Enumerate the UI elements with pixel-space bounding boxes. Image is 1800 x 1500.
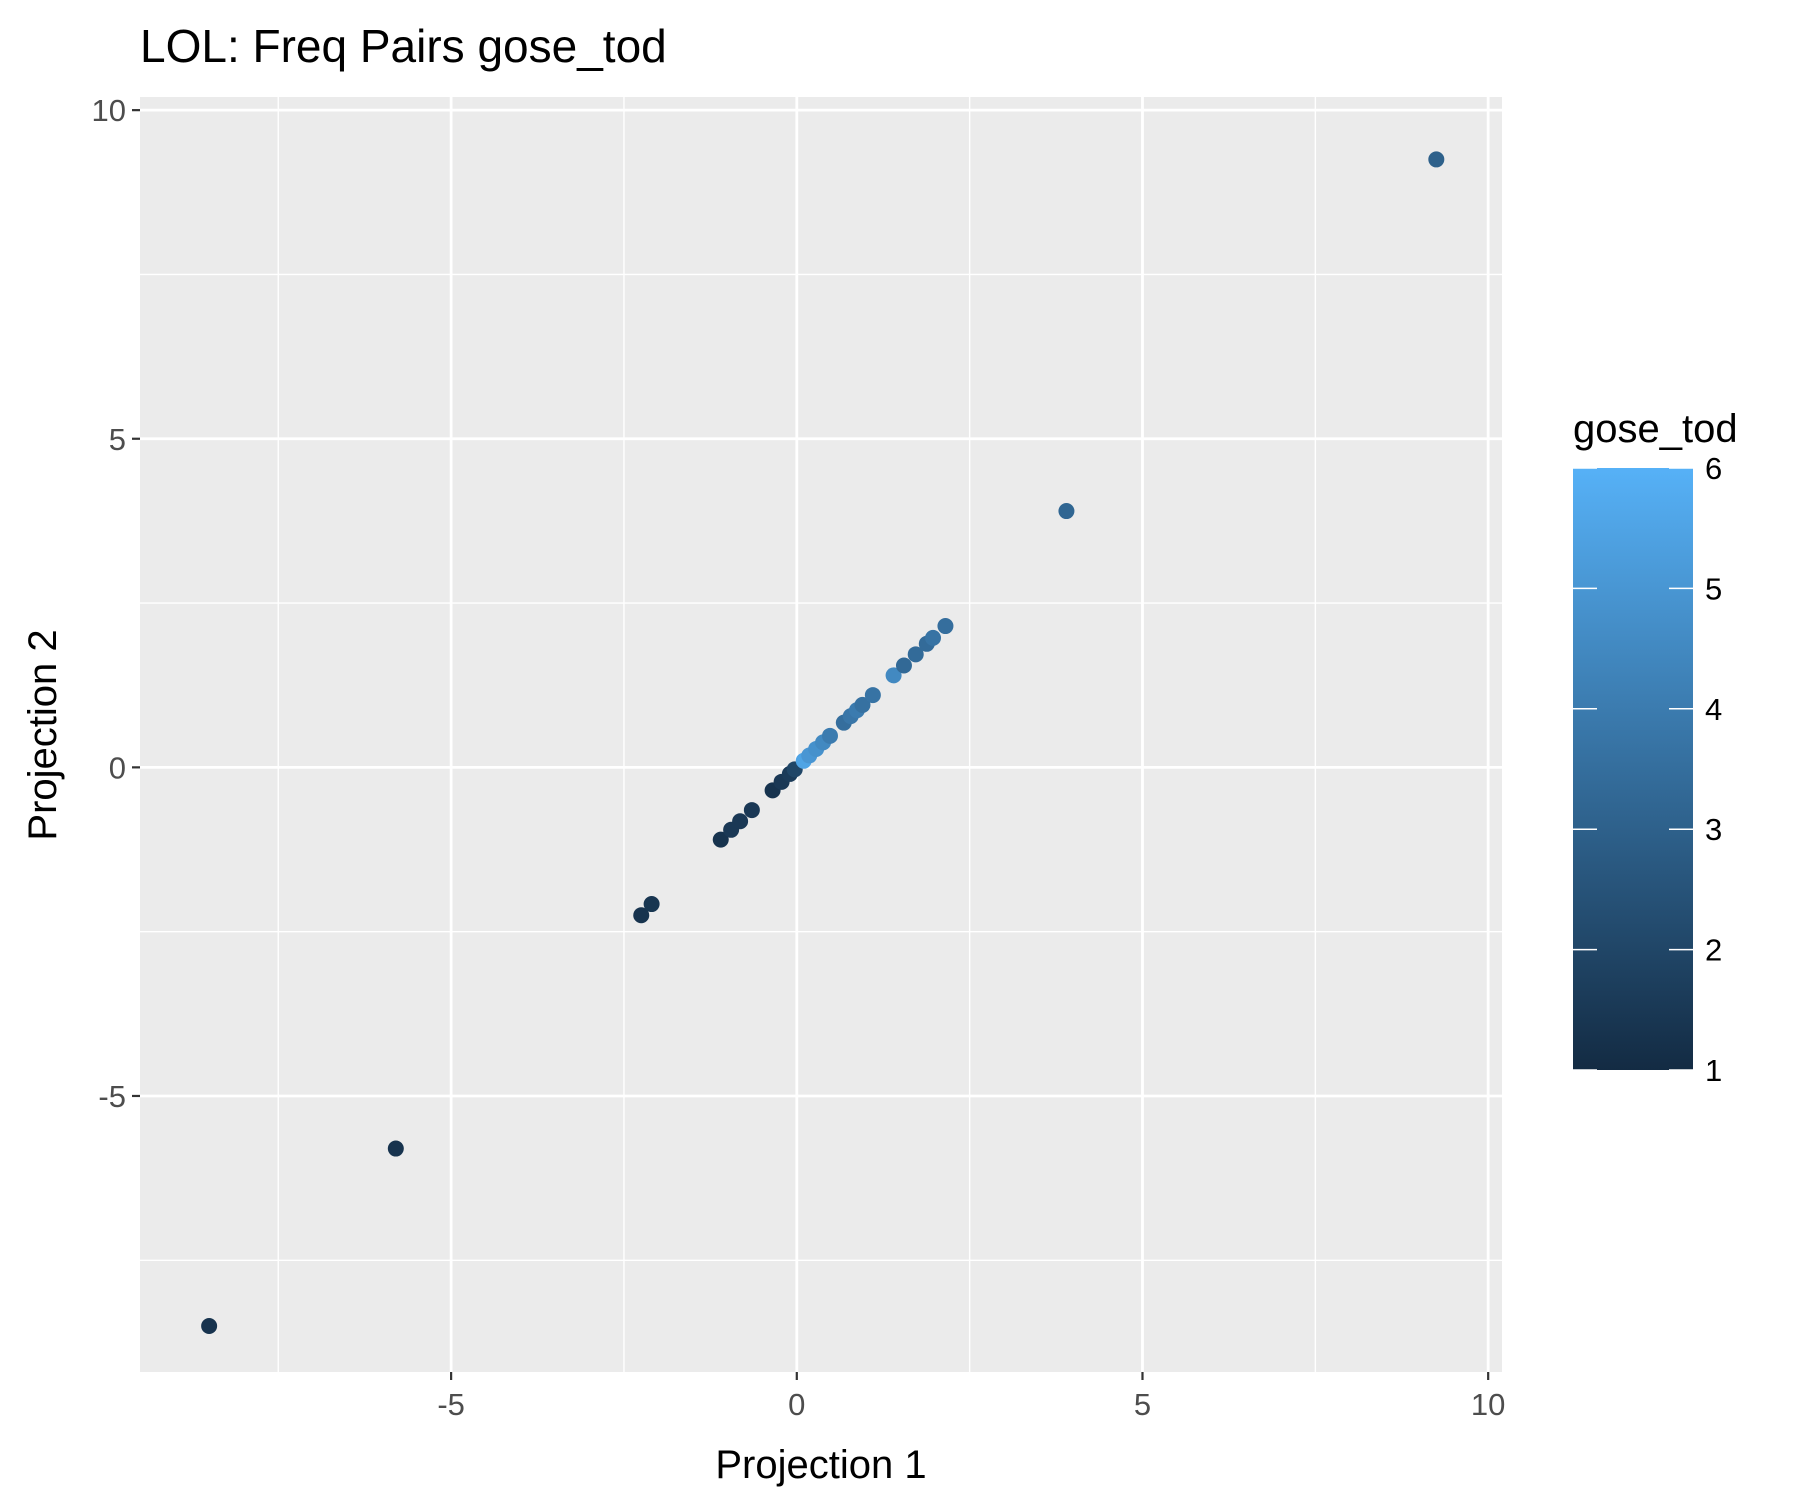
x-tick-label: -5 <box>437 1387 465 1422</box>
legend-tick-label: 4 <box>1705 692 1722 727</box>
x-axis-ticks: -5 0 5 10 <box>437 1372 1505 1422</box>
scatter-point <box>1428 151 1445 168</box>
scatter-point <box>937 618 954 635</box>
scatter-point <box>643 896 660 913</box>
scatter-point <box>925 629 942 646</box>
scatter-point <box>201 1317 218 1334</box>
scatter-point <box>712 831 729 848</box>
scatter-point <box>854 696 871 713</box>
scatter-point <box>743 802 760 819</box>
legend-tick-label: 3 <box>1705 812 1722 847</box>
scatter-point <box>1058 503 1075 520</box>
y-tick-label: 10 <box>92 93 126 128</box>
color-legend: gose_tod 1 2 3 4 5 6 <box>1573 407 1738 1088</box>
legend-tick-label: 5 <box>1705 571 1722 606</box>
legend-colorbar <box>1573 468 1693 1070</box>
x-tick-label: 10 <box>1471 1387 1505 1422</box>
y-axis-ticks: -5 0 5 10 <box>92 93 140 1114</box>
scatter-point <box>387 1140 404 1157</box>
legend-tick-label: 1 <box>1705 1053 1722 1088</box>
x-axis-title: Projection 1 <box>715 1443 926 1487</box>
major-gridlines <box>140 97 1502 1372</box>
legend-ticks: 1 2 3 4 5 6 <box>1573 451 1722 1088</box>
data-points <box>201 151 1445 1334</box>
plot-panel <box>140 97 1502 1372</box>
y-tick-label: 0 <box>109 750 126 785</box>
scatter-point <box>732 813 749 830</box>
x-tick-label: 5 <box>1134 1387 1151 1422</box>
legend-tick-label: 2 <box>1705 933 1722 968</box>
scatter-point <box>895 657 912 674</box>
scatter-point <box>885 667 902 684</box>
scatter-point <box>864 687 881 704</box>
scatter-point <box>907 646 924 663</box>
y-tick-label: 5 <box>109 422 126 457</box>
legend-tick-label: 6 <box>1705 451 1722 486</box>
legend-title: gose_tod <box>1573 407 1738 451</box>
scatter-point <box>633 907 650 924</box>
y-axis-title: Projection 2 <box>21 629 65 840</box>
scatter-point <box>821 727 838 744</box>
minor-gridlines <box>140 97 1502 1372</box>
y-tick-label: -5 <box>98 1079 126 1114</box>
chart-title: LOL: Freq Pairs gose_tod <box>140 20 667 72</box>
x-tick-label: 0 <box>788 1387 805 1422</box>
